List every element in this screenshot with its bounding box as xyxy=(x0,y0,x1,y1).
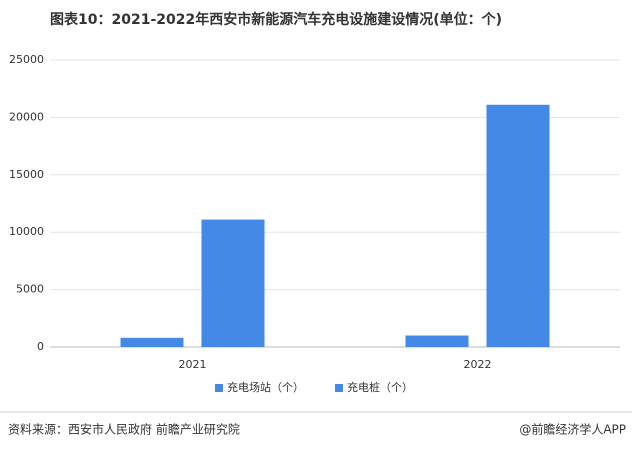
y-tick-label: 20000 xyxy=(9,110,44,123)
y-tick-label: 0 xyxy=(37,340,44,353)
bar xyxy=(405,335,469,347)
legend-label: 充电桩（个） xyxy=(347,380,413,394)
bar xyxy=(120,337,184,347)
legend-swatch xyxy=(215,384,223,392)
chart-title: 图表10：2021-2022年西安市新能源汽车充电设施建设情况(单位：个) xyxy=(50,11,502,28)
bar xyxy=(201,219,265,347)
y-tick-label: 5000 xyxy=(16,283,44,296)
x-tick-label: 2022 xyxy=(464,358,492,371)
legend-label: 充电场站（个） xyxy=(227,380,304,394)
y-tick-label: 25000 xyxy=(9,53,44,66)
credit: @前瞻经济学人APP xyxy=(519,422,626,437)
x-tick-label: 2021 xyxy=(179,358,207,371)
source-note: 资料来源：西安市人民政府 前瞻产业研究院 xyxy=(8,422,240,437)
legend-swatch xyxy=(335,384,343,392)
bar xyxy=(486,104,550,347)
y-tick-label: 10000 xyxy=(9,225,44,238)
y-tick-label: 15000 xyxy=(9,168,44,181)
